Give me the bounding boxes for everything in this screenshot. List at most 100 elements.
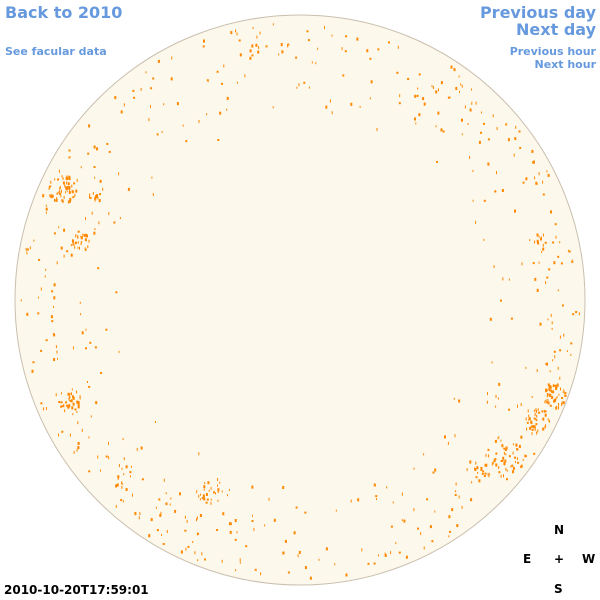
facula-speck <box>512 466 515 470</box>
facula-speck <box>510 317 513 320</box>
facula-speck <box>88 385 91 388</box>
facula-speck <box>329 99 331 103</box>
facula-speck <box>42 194 45 198</box>
facula-speck <box>475 476 478 479</box>
facula-speck <box>196 490 198 494</box>
compass-center-icon: + <box>554 552 565 566</box>
facula-speck <box>87 245 89 249</box>
facula-speck <box>495 463 498 467</box>
facula-speck <box>45 211 47 214</box>
facula-speck <box>460 83 462 86</box>
facula-speck <box>204 558 206 561</box>
previous-day-link[interactable]: Previous day <box>479 3 596 22</box>
facula-speck <box>325 547 328 551</box>
facula-speck <box>546 276 549 279</box>
facula-speck <box>53 334 56 337</box>
facula-speck <box>118 350 120 353</box>
facula-speck <box>555 235 557 239</box>
facula-speck <box>136 447 138 451</box>
facula-speck <box>544 241 547 244</box>
facula-speck <box>471 481 473 484</box>
facula-speck <box>541 410 544 413</box>
facula-speck <box>217 139 220 141</box>
facula-speck <box>522 181 525 184</box>
facula-speck <box>72 402 75 406</box>
facula-speck <box>550 313 552 317</box>
facula-speck <box>535 408 537 412</box>
facula-speck <box>344 50 347 53</box>
facula-speck <box>564 391 566 395</box>
facula-speck <box>422 97 425 101</box>
facula-speck <box>318 558 320 561</box>
facula-speck <box>413 508 415 512</box>
facula-speck <box>366 49 369 53</box>
facula-speck <box>56 261 58 265</box>
facula-speck <box>528 417 531 421</box>
facula-speck <box>51 320 54 323</box>
facula-speck <box>228 522 231 526</box>
facula-speck <box>76 178 78 182</box>
facula-speck <box>123 457 125 461</box>
facula-speck <box>547 383 550 387</box>
facula-speck <box>537 408 539 412</box>
facula-speck <box>527 409 529 413</box>
facula-speck <box>514 456 516 459</box>
previous-hour-link[interactable]: Previous hour <box>509 45 596 58</box>
see-facular-data-link[interactable]: See facular data <box>5 45 107 58</box>
faculae-layer <box>20 23 580 580</box>
facula-speck <box>217 499 219 502</box>
back-to-2010-link[interactable]: Back to 2010 <box>5 3 123 22</box>
facula-speck <box>376 128 378 131</box>
facula-speck <box>125 465 128 469</box>
facula-speck <box>61 392 62 395</box>
facula-speck <box>55 393 57 397</box>
facula-speck <box>453 68 456 72</box>
facula-speck <box>517 404 518 408</box>
facula-speck <box>219 481 221 484</box>
facula-speck <box>53 283 56 287</box>
facula-speck <box>342 74 345 77</box>
next-day-link[interactable]: Next day <box>516 20 596 39</box>
facula-speck <box>500 439 502 442</box>
facula-speck <box>131 465 132 468</box>
facula-speck <box>105 328 108 331</box>
facula-speck <box>251 54 254 57</box>
facula-speck <box>557 366 559 370</box>
facula-speck <box>122 500 124 503</box>
facula-speck <box>423 453 425 456</box>
facula-speck <box>282 551 285 555</box>
facula-speck <box>70 244 72 247</box>
facula-speck <box>249 56 252 60</box>
facula-speck <box>194 551 196 555</box>
facula-speck <box>244 74 246 78</box>
facula-speck <box>99 193 102 196</box>
facula-speck <box>56 197 58 199</box>
facula-speck <box>179 492 181 496</box>
facula-speck <box>204 482 206 485</box>
facula-speck <box>298 83 300 87</box>
facula-speck <box>564 394 567 397</box>
facula-speck <box>538 172 540 176</box>
facula-speck <box>440 128 443 132</box>
facula-speck <box>59 187 61 191</box>
facula-speck <box>295 506 298 509</box>
facula-speck <box>535 418 537 421</box>
facula-speck <box>407 78 410 80</box>
facula-speck <box>562 401 565 405</box>
facula-speck <box>77 241 79 244</box>
facula-speck <box>501 444 504 448</box>
next-hour-link[interactable]: Next hour <box>534 58 597 71</box>
facula-speck <box>169 503 171 506</box>
facula-speck <box>75 234 77 237</box>
facula-speck <box>171 56 173 60</box>
facula-speck <box>448 96 451 99</box>
facula-speck <box>215 492 216 495</box>
facula-speck <box>145 71 147 74</box>
facula-speck <box>234 519 237 522</box>
facula-speck <box>63 228 66 232</box>
facula-speck <box>453 397 455 400</box>
facula-speck <box>487 472 489 476</box>
facula-speck <box>66 404 69 407</box>
facula-speck <box>199 514 202 517</box>
